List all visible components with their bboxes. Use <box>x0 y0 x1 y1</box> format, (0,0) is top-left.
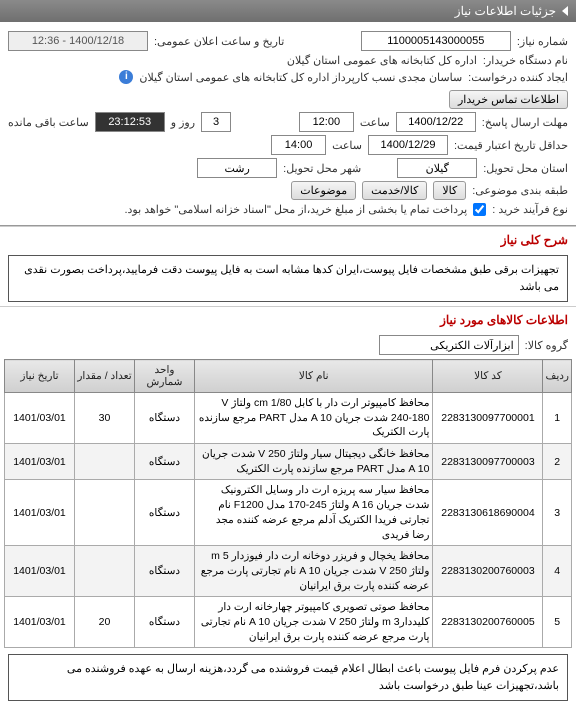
deadline-label: مهلت ارسال پاسخ: <box>482 116 568 129</box>
cell-name: محافظ سیار سه پریزه ارت دار وسایل الکترو… <box>195 480 433 546</box>
goods-button[interactable]: کالا <box>433 181 466 200</box>
cell-qty <box>75 480 135 546</box>
cell-unit: دستگاه <box>135 597 195 648</box>
cell-qty <box>75 546 135 597</box>
desc-section-title: شرح کلی نیاز <box>0 226 576 251</box>
buy-type-checkbox[interactable] <box>473 203 486 216</box>
remaining-label: ساعت باقی مانده <box>8 116 89 129</box>
buy-type-label: نوع فرآیند خرید : <box>492 203 568 216</box>
th-qty: تعداد / مقدار <box>75 360 135 393</box>
day-label: روز و <box>171 116 195 129</box>
panel-title: جزئیات اطلاعات نیاز <box>455 4 556 18</box>
cell-date: 1401/03/01 <box>5 444 75 480</box>
cell-code: 2283130618690004 <box>433 480 543 546</box>
table-header-row: ردیف کد کالا نام کالا واحد شمارش تعداد /… <box>5 360 572 393</box>
cell-unit: دستگاه <box>135 480 195 546</box>
buyer-value: اداره کل کتابخانه های عمومی استان گیلان <box>287 54 477 67</box>
min-date-label: حداقل تاریخ اعتبار قیمت: <box>454 139 568 152</box>
chevron-left-icon <box>562 6 568 16</box>
requester-label: ایجاد کننده درخواست: <box>468 71 568 84</box>
time-label-1: ساعت <box>360 116 390 129</box>
announce-label: تاریخ و ساعت اعلان عمومی: <box>154 35 284 48</box>
cell-unit: دستگاه <box>135 546 195 597</box>
buy-type-note: پرداخت تمام یا بخشی از مبلغ خرید،از محل … <box>124 203 467 216</box>
cell-index: 4 <box>543 546 572 597</box>
time-label-2: ساعت <box>332 139 362 152</box>
deadline-time-input[interactable] <box>299 112 354 132</box>
th-name: نام کالا <box>195 360 433 393</box>
goods-section-title: اطلاعات کالاهای مورد نیاز <box>0 306 576 331</box>
cell-qty: 20 <box>75 597 135 648</box>
cell-date: 1401/03/01 <box>5 546 75 597</box>
cell-code: 2283130200760003 <box>433 546 543 597</box>
city-input[interactable] <box>197 158 277 178</box>
days-input[interactable] <box>201 112 231 132</box>
footer-note: عدم پرکردن فرم فایل پیوست باعث ابطال اعل… <box>8 654 568 701</box>
th-code: کد کالا <box>433 360 543 393</box>
cell-index: 1 <box>543 393 572 444</box>
cell-name: محافظ صوتی تصویری کامپیوتر چهارخانه ارت … <box>195 597 433 648</box>
min-date-input[interactable] <box>368 135 448 155</box>
cell-date: 1401/03/01 <box>5 480 75 546</box>
table-row[interactable]: 12283130097700001محافظ کامپیوتر ارت دار … <box>5 393 572 444</box>
province-label: استان محل تحویل: <box>483 162 568 175</box>
group-input[interactable] <box>379 335 519 355</box>
table-row[interactable]: 52283130200760005محافظ صوتی تصویری کامپی… <box>5 597 572 648</box>
need-no-input[interactable] <box>361 31 511 51</box>
cell-unit: دستگاه <box>135 393 195 444</box>
th-unit: واحد شمارش <box>135 360 195 393</box>
service-button[interactable]: کالا/خدمت <box>362 181 427 200</box>
th-index: ردیف <box>543 360 572 393</box>
table-row[interactable]: 32283130618690004محافظ سیار سه پریزه ارت… <box>5 480 572 546</box>
need-no-label: شماره نیاز: <box>517 35 568 48</box>
cell-index: 3 <box>543 480 572 546</box>
panel-header: جزئیات اطلاعات نیاز <box>0 0 576 22</box>
requester-value: ساسان مجدی نسب کارپرداز اداره کل کتابخان… <box>139 71 462 84</box>
category-label: طبقه بندی موضوعی: <box>472 184 568 197</box>
form-area: شماره نیاز: تاریخ و ساعت اعلان عمومی: نا… <box>0 22 576 226</box>
contact-button[interactable]: اطلاعات تماس خریدار <box>449 90 568 109</box>
cell-qty <box>75 444 135 480</box>
items-button[interactable]: موضوعات <box>291 181 356 200</box>
info-icon: i <box>119 70 133 84</box>
announce-input <box>8 31 148 51</box>
group-label: گروه کالا: <box>525 339 568 352</box>
cell-code: 2283130097700001 <box>433 393 543 444</box>
cell-date: 1401/03/01 <box>5 597 75 648</box>
table-row[interactable]: 42283130200760003محافظ یخچال و فریزر دوخ… <box>5 546 572 597</box>
cell-unit: دستگاه <box>135 444 195 480</box>
cell-code: 2283130200760005 <box>433 597 543 648</box>
buyer-label: نام دستگاه خریدار: <box>483 54 568 67</box>
remaining-input <box>95 112 165 132</box>
min-time-input[interactable] <box>271 135 326 155</box>
desc-box: تجهیزات برقی طبق مشخصات فایل پیوست،ایران… <box>8 255 568 302</box>
cell-name: محافظ خانگی دیجیتال سیار ولتاژ V 250 شدت… <box>195 444 433 480</box>
cell-index: 2 <box>543 444 572 480</box>
table-row[interactable]: 22283130097700003محافظ خانگی دیجیتال سیا… <box>5 444 572 480</box>
th-date: تاریخ نیاز <box>5 360 75 393</box>
cell-index: 5 <box>543 597 572 648</box>
cell-date: 1401/03/01 <box>5 393 75 444</box>
cell-name: محافظ یخچال و فریزر دوخانه ارت دار فیوزد… <box>195 546 433 597</box>
cell-name: محافظ کامپیوتر ارت دار با کابل cm 1/80 و… <box>195 393 433 444</box>
province-input[interactable] <box>397 158 477 178</box>
city-label: شهر محل تحویل: <box>283 162 361 175</box>
deadline-date-input[interactable] <box>396 112 476 132</box>
items-table: ردیف کد کالا نام کالا واحد شمارش تعداد /… <box>4 359 572 648</box>
cell-code: 2283130097700003 <box>433 444 543 480</box>
cell-qty: 30 <box>75 393 135 444</box>
